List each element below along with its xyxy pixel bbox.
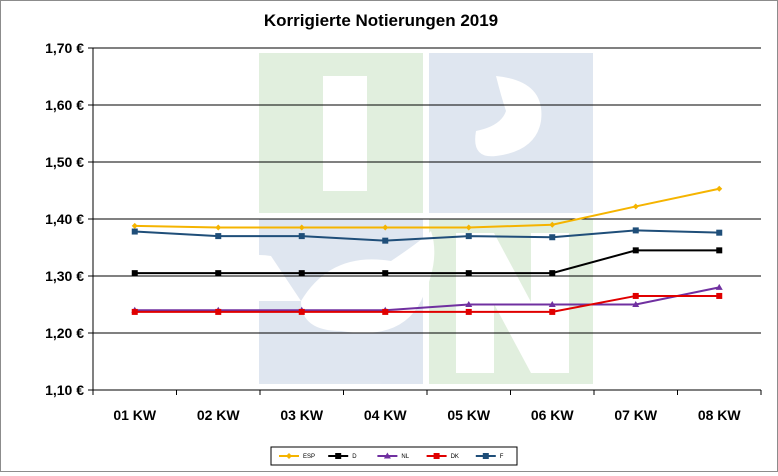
watermark-logo	[226, 53, 593, 384]
x-tick-label: 02 KW	[197, 407, 241, 423]
series-d	[131, 247, 723, 277]
data-point	[382, 237, 389, 244]
data-point	[131, 222, 138, 229]
data-point	[215, 233, 222, 240]
data-point	[215, 270, 222, 277]
data-point	[632, 292, 639, 299]
legend-marker	[482, 453, 489, 459]
data-point	[716, 229, 723, 236]
data-point	[465, 233, 472, 240]
legend-label: ESP	[303, 454, 315, 460]
y-tick-label: 1,10 €	[45, 382, 84, 398]
x-tick-label: 05 KW	[447, 407, 491, 423]
data-point	[549, 234, 556, 241]
data-point	[215, 308, 222, 315]
data-point	[465, 224, 472, 231]
legend-label: D	[352, 454, 357, 460]
data-point	[716, 185, 723, 192]
series-f	[131, 227, 723, 244]
legend-marker	[286, 453, 292, 459]
legend-marker	[335, 453, 342, 459]
data-point	[632, 203, 639, 210]
data-point	[131, 270, 138, 277]
data-point	[549, 308, 556, 315]
data-point	[382, 308, 389, 315]
chart-axes	[92, 48, 761, 391]
legend-entry: ESP	[279, 453, 315, 460]
data-point	[465, 270, 472, 277]
data-point	[716, 292, 723, 299]
x-tick-label: 08 KW	[698, 407, 742, 423]
data-point	[549, 270, 556, 277]
data-point	[298, 270, 305, 277]
y-tick-label: 1,40 €	[45, 211, 84, 227]
data-point	[548, 301, 556, 307]
data-point	[465, 308, 472, 315]
y-tick-label: 1,20 €	[45, 325, 84, 341]
data-point	[131, 308, 138, 315]
series-line	[134, 286, 720, 312]
data-point	[716, 247, 723, 254]
data-point	[215, 224, 222, 231]
data-point	[298, 308, 305, 315]
data-point	[632, 247, 639, 254]
data-point	[382, 270, 389, 277]
x-tick-label: 07 KW	[614, 407, 658, 423]
x-tick-label: 06 KW	[531, 407, 575, 423]
data-point	[549, 221, 556, 228]
legend-marker	[433, 453, 440, 459]
legend-label: NL	[401, 454, 409, 460]
data-point	[382, 224, 389, 231]
y-tick-label: 1,60 €	[45, 97, 84, 113]
legend-entry: F	[475, 453, 504, 460]
legend-label: DK	[451, 454, 459, 460]
x-tick-label: 03 KW	[280, 407, 324, 423]
series-esp	[131, 185, 723, 231]
data-point	[298, 233, 305, 240]
legend-entry: D	[328, 453, 357, 460]
series-line	[134, 249, 720, 275]
data-point	[465, 301, 473, 307]
x-tick-label: 01 KW	[113, 407, 157, 423]
chart-legend: ESP D NL DK F	[270, 446, 518, 466]
series-line	[134, 294, 720, 313]
data-point	[632, 301, 640, 307]
chart-title: Korrigierte Notierungen 2019	[264, 11, 498, 30]
series-line	[134, 229, 720, 242]
series-lines	[131, 185, 723, 315]
y-tick-label: 1,30 €	[45, 268, 84, 284]
grid-lines	[93, 47, 761, 391]
series-dk	[131, 292, 723, 315]
data-point	[715, 283, 723, 290]
y-axis-ticks: 1,10 € 1,20 € 1,30 € 1,40 € 1,50 € 1,60 € 1,70…	[45, 40, 93, 398]
x-axis-ticks: 01 KW 02 KW 03 KW 04 KW 05 KW 06 KW 07 KW 08 KW	[92, 390, 762, 423]
series-line	[134, 187, 720, 229]
y-tick-label: 1,50 €	[45, 154, 84, 170]
y-tick-label: 1,70 €	[45, 40, 84, 56]
legend-label: F	[500, 454, 504, 460]
data-point	[131, 228, 138, 235]
data-point	[298, 224, 305, 231]
x-tick-label: 04 KW	[364, 407, 408, 423]
legend-entry: NL	[377, 452, 410, 460]
legend-marker	[383, 452, 391, 459]
legend-entry: DK	[426, 453, 459, 460]
data-point	[632, 227, 639, 234]
